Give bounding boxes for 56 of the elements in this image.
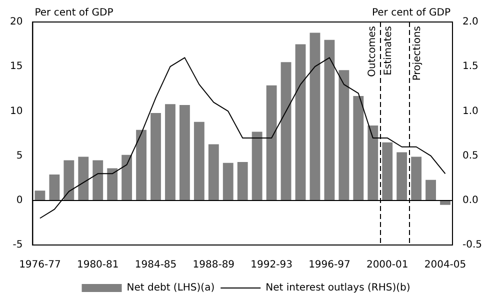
y-tick-label: 10 — [10, 106, 23, 117]
y2-tick-label: -0.5 — [462, 240, 482, 251]
bar — [208, 144, 219, 200]
x-tick-label: 1988-89 — [192, 260, 235, 271]
bar — [382, 142, 393, 200]
bar — [368, 125, 378, 200]
bar — [411, 156, 422, 200]
y-tick-label: -5 — [12, 240, 23, 251]
bar — [396, 152, 408, 200]
x-tick-label: 2000-01 — [366, 260, 408, 271]
bar — [136, 130, 146, 200]
bar — [194, 122, 204, 200]
annotation: Estimates — [383, 26, 394, 76]
bar — [237, 162, 248, 200]
bar — [78, 156, 89, 200]
bar — [252, 132, 262, 200]
x-tick-label: 1992-93 — [250, 260, 292, 271]
legend-label: Net debt (LHS)(a) — [126, 282, 215, 294]
bar — [295, 44, 306, 200]
bar — [107, 168, 118, 200]
bar — [426, 180, 436, 200]
y-axis-title: Per cent of GDP — [34, 8, 114, 19]
bar — [266, 85, 277, 200]
y2-tick-label: 0.5 — [462, 150, 478, 162]
bar — [34, 190, 46, 200]
y-tick-label: 20 — [10, 16, 23, 28]
bar — [222, 162, 234, 200]
annotation: Projections — [412, 26, 424, 81]
x-tick-label: 2004-05 — [424, 260, 466, 271]
bar — [179, 104, 190, 200]
y-tick-label: 0 — [16, 194, 23, 206]
y2-axis-title: Per cent of GDP — [372, 8, 450, 19]
bar — [310, 32, 320, 200]
x-tick-label: 1980-81 — [76, 260, 119, 271]
bar — [92, 160, 104, 200]
bar — [280, 62, 292, 200]
x-tick-label: 1984-85 — [134, 260, 177, 271]
y2-tick-label: 1.0 — [462, 106, 478, 117]
bar — [353, 96, 364, 200]
y2-tick-label: 2.0 — [462, 16, 478, 28]
x-tick-label: 1996-97 — [308, 260, 350, 271]
bar — [440, 200, 450, 205]
y2-tick-label: 0.0 — [462, 194, 478, 206]
y2-tick-label: 1.5 — [462, 61, 478, 72]
bar — [324, 40, 335, 200]
legend-label: Net interest outlays (RHS)(b) — [266, 282, 410, 294]
y-tick-label: 5 — [16, 150, 23, 162]
annotation: Outcomes — [367, 26, 378, 77]
bar — [338, 70, 350, 200]
bar — [122, 154, 132, 200]
bar — [165, 104, 176, 200]
bar — [64, 160, 74, 200]
bar — [49, 174, 60, 200]
bar — [150, 112, 161, 200]
y-tick-label: 15 — [10, 61, 23, 72]
x-tick-label: 1976-77 — [19, 260, 61, 271]
